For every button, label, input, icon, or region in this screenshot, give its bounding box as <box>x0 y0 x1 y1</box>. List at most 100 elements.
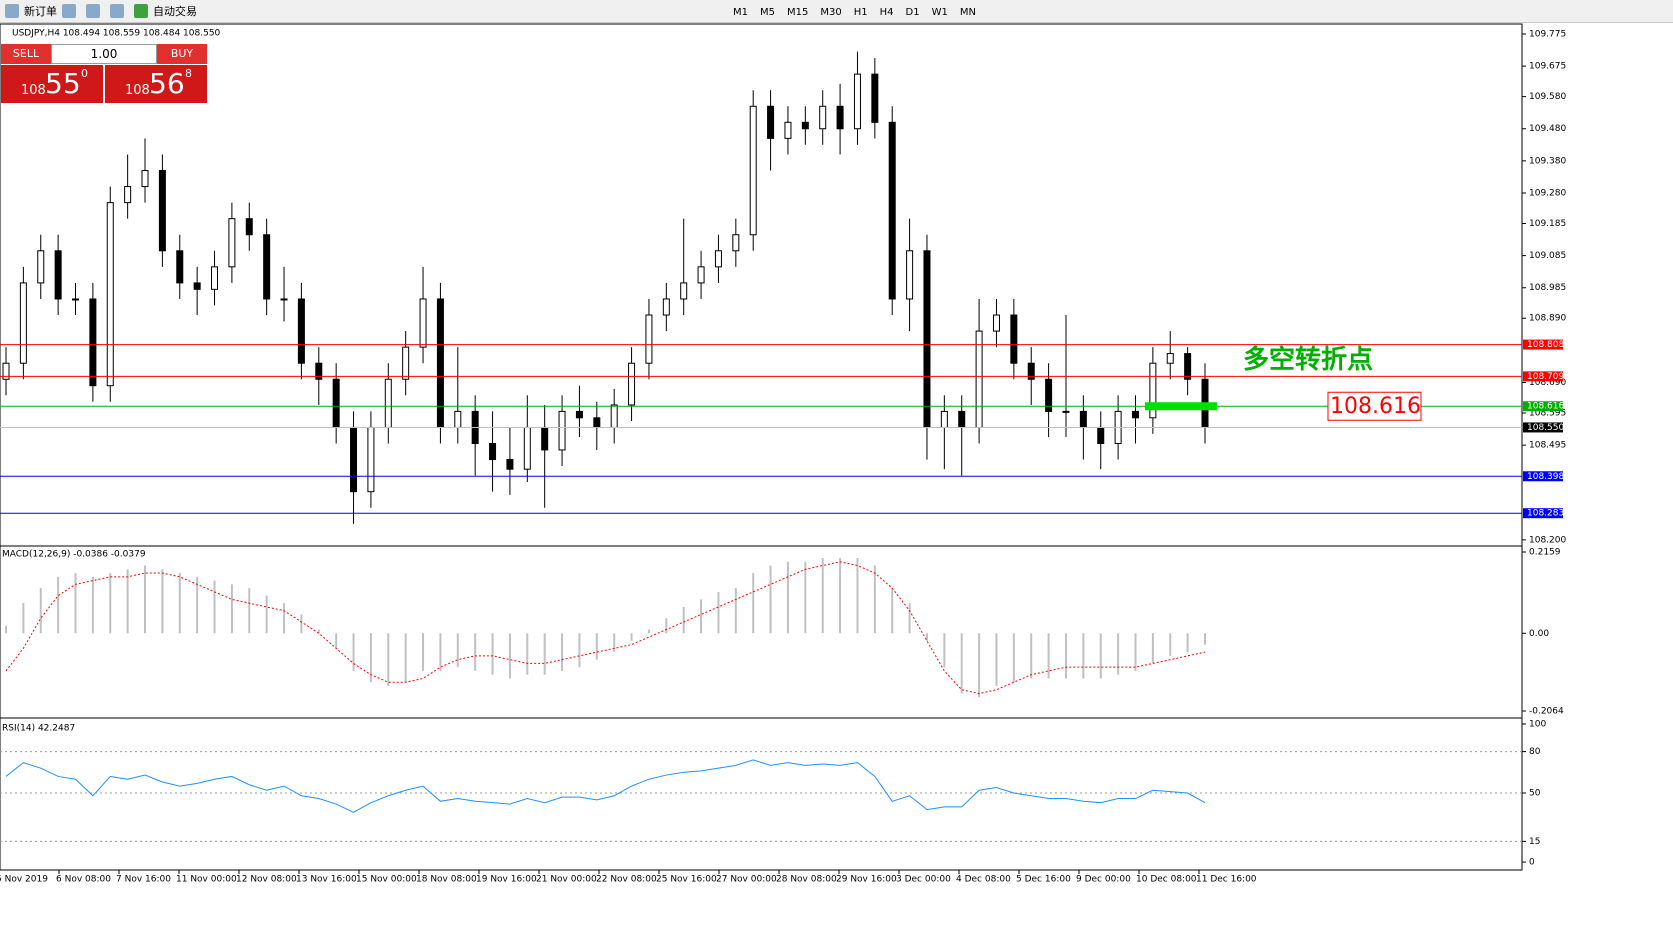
tool-icon[interactable] <box>62 4 76 18</box>
rsi-line <box>5 759 1206 813</box>
y-tick-label: 108.890 <box>1529 314 1566 324</box>
candle-body <box>1027 362 1035 380</box>
candle-body <box>280 298 288 301</box>
candle-body <box>54 250 62 300</box>
y-tick-label: 109.280 <box>1529 188 1566 198</box>
x-tick-label: 11 Nov 00:00 <box>176 875 237 885</box>
candle-body <box>853 73 861 130</box>
price-tag-label: 108.616 <box>1527 402 1564 412</box>
candle-body <box>2 362 10 380</box>
candle-body <box>37 250 45 284</box>
sell-button[interactable]: SELL <box>1 44 51 64</box>
y-tick-label: 0.2159 <box>1529 548 1561 558</box>
tool-icon[interactable] <box>86 4 100 18</box>
candle-body <box>141 169 149 188</box>
candle-body <box>211 266 219 290</box>
candle-body <box>714 250 722 268</box>
auto-trading-button[interactable]: 自动交易 <box>153 5 197 18</box>
y-tick-label: 109.380 <box>1529 156 1566 166</box>
candle-body <box>628 362 636 406</box>
x-tick-label: 7 Nov 16:00 <box>116 875 171 885</box>
candle-body <box>645 314 653 364</box>
candle-body <box>489 443 497 461</box>
y-tick-label: 109.675 <box>1529 62 1566 72</box>
toolbar: 新订单 自动交易 M1 M5 M15 M30 H1 H4 D1 W1 MN <box>0 0 1673 23</box>
new-order-button[interactable]: 新订单 <box>24 5 57 18</box>
x-tick-label: 15 Nov 00:00 <box>356 875 417 885</box>
candle-body <box>784 121 792 139</box>
y-tick-label: 109.185 <box>1529 219 1566 229</box>
timeframe-button[interactable]: M5 <box>760 6 775 18</box>
tool-icon[interactable] <box>110 4 124 18</box>
candle-body <box>176 250 184 284</box>
y-tick-label: 80 <box>1529 747 1541 757</box>
x-tick-label: 22 Nov 08:00 <box>596 875 657 885</box>
new-order-icon[interactable] <box>5 4 19 18</box>
timeframe-button[interactable]: D1 <box>905 6 920 18</box>
y-tick-label: 0 <box>1529 858 1535 868</box>
candle-body <box>245 218 253 236</box>
lot-input[interactable]: 1.00 <box>51 44 157 64</box>
candle-body <box>888 121 896 300</box>
x-tick-label: 10 Dec 08:00 <box>1136 875 1197 885</box>
timeframe-button[interactable]: MN <box>959 6 976 18</box>
candle-body <box>350 426 358 493</box>
candle-body <box>975 330 983 428</box>
y-tick-label: 100 <box>1529 719 1546 729</box>
y-tick-label: 50 <box>1529 789 1541 799</box>
price-big: 108 <box>125 83 150 98</box>
y-tick-label: 108.690 <box>1529 378 1566 388</box>
rsi-header: RSI(14) 42.2487 <box>2 724 75 734</box>
x-tick-label: 28 Nov 08:00 <box>776 875 837 885</box>
y-tick-label: -0.2064 <box>1529 706 1564 716</box>
candle-body <box>1045 378 1053 412</box>
chart-frame <box>0 23 1523 871</box>
timeframe-button[interactable]: H1 <box>853 6 868 18</box>
turning-point-bar <box>1145 402 1217 411</box>
candle-body <box>958 410 966 428</box>
candle-body <box>575 410 583 419</box>
candle-body <box>923 250 931 428</box>
candle-body <box>801 121 809 130</box>
y-tick-label: 108.200 <box>1529 535 1566 545</box>
candle-body <box>263 234 271 300</box>
x-tick-label: 13 Nov 16:00 <box>296 875 357 885</box>
y-tick-label: 108.595 <box>1529 408 1566 418</box>
price-fraction: 8 <box>185 67 192 80</box>
turning-point-value: 108.616 <box>1330 394 1421 419</box>
sell-price[interactable]: 108 55 0 <box>1 65 103 103</box>
candle-body <box>89 298 97 387</box>
timeframe-button[interactable]: H4 <box>879 6 894 18</box>
y-tick-label: 108.985 <box>1529 283 1566 293</box>
timeframe-button[interactable]: M1 <box>733 6 748 18</box>
price-tag <box>1523 339 1563 350</box>
candle-body <box>158 169 166 252</box>
candle-body <box>836 105 844 130</box>
timeframe-button[interactable]: W1 <box>931 6 948 18</box>
chart-window: USDJPY,H4 108.494 108.559 108.484 108.55… <box>0 23 1566 885</box>
price-tag <box>1523 508 1563 519</box>
buy-button[interactable]: BUY <box>157 44 207 64</box>
candle-body <box>1079 410 1087 428</box>
timeframe-button[interactable]: M15 <box>787 6 809 18</box>
x-tick-label: 5 Nov 2019 <box>0 875 48 885</box>
signal-line <box>5 561 1206 695</box>
timeframe-button[interactable]: M30 <box>820 6 842 18</box>
y-tick-label: 109.775 <box>1529 29 1566 39</box>
x-tick-label: 21 Nov 00:00 <box>536 875 597 885</box>
buy-price[interactable]: 108 56 8 <box>105 65 207 103</box>
price-tag <box>1523 401 1563 412</box>
candle-body <box>297 298 305 364</box>
y-tick-label: 109.085 <box>1529 251 1566 261</box>
candle-body <box>593 417 601 428</box>
candle-body <box>506 459 514 470</box>
price-tag <box>1523 371 1563 382</box>
candle-body <box>106 202 114 387</box>
candle-body <box>19 282 27 364</box>
candle-body <box>1166 353 1174 364</box>
symbol-header: USDJPY,H4 108.494 108.559 108.484 108.55… <box>12 29 221 39</box>
price-tag <box>1523 471 1563 482</box>
auto-trading-icon[interactable] <box>134 4 148 18</box>
x-tick-label: 18 Nov 08:00 <box>416 875 477 885</box>
